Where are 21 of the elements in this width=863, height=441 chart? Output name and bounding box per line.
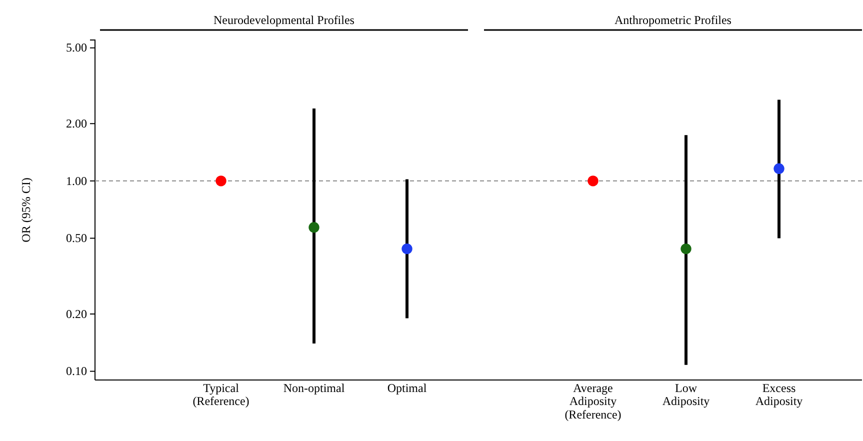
text: Neurodevelopmental Profiles (214, 13, 355, 27)
point (680, 243, 692, 254)
x-tick-label: Average Adiposity (Reference) (564, 381, 622, 422)
y-axis-title: OR (95% CI) (19, 178, 33, 242)
text: Anthropometric Profiles (614, 13, 732, 27)
x-tick-label: Optimal (387, 381, 428, 395)
y-tick-label: 2.00 (66, 116, 87, 130)
point (216, 176, 226, 186)
x-tick-label: Low Adiposity (662, 381, 710, 408)
y-tick-label: 1.00 (66, 174, 87, 188)
y-tick-label: 0.20 (66, 306, 87, 321)
y-tick-label: 0.10 (66, 364, 87, 378)
x-tick-label: Excess Adiposity (755, 381, 803, 408)
point (774, 163, 784, 174)
y-tick-label: 0.50 (66, 231, 87, 246)
point (402, 243, 412, 254)
y-tick-label: 5.00 (66, 40, 87, 55)
x-tick-label: Non-optimal (283, 381, 346, 395)
point (588, 176, 598, 186)
point (308, 222, 320, 233)
x-tick-label: Typical (Reference) (192, 381, 250, 408)
